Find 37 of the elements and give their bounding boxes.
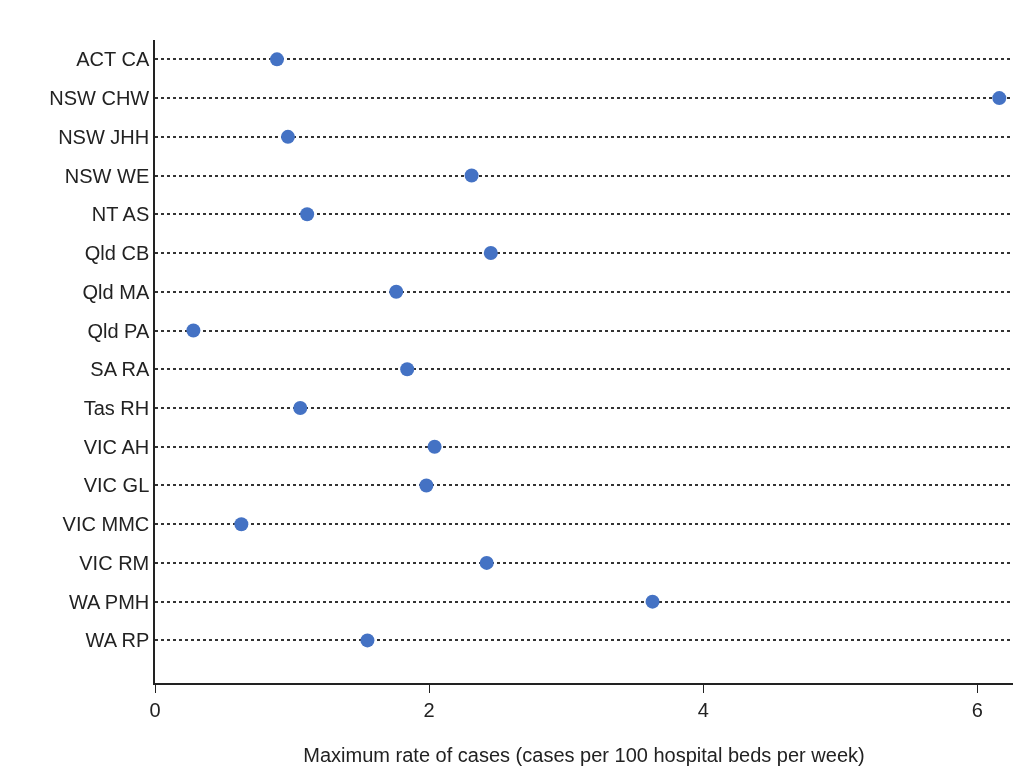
point — [389, 284, 404, 299]
point — [992, 91, 1007, 106]
point — [400, 362, 415, 377]
point — [427, 439, 442, 454]
point — [269, 52, 284, 67]
point — [479, 555, 494, 570]
y-tick-label: NSW WE — [64, 164, 150, 187]
y-tick-label: ACT CA — [76, 48, 150, 71]
x-axis-title: Maximum rate of cases (cases per 100 hospital beds per week) — [303, 743, 865, 766]
x-tick-label: 2 — [423, 698, 435, 721]
point — [186, 323, 201, 338]
point — [483, 246, 498, 261]
point — [300, 207, 315, 222]
point — [280, 129, 295, 144]
y-tick-label: VIC GL — [83, 474, 150, 497]
point — [360, 633, 375, 648]
y-tick-label: VIC MMC — [62, 513, 150, 536]
y-tick-label: SA RA — [90, 358, 150, 381]
point — [419, 478, 434, 493]
y-tick-label: WA RP — [85, 629, 150, 652]
y-tick-label: Qld MA — [82, 280, 150, 303]
point — [293, 400, 308, 415]
point — [464, 168, 479, 183]
y-tick-label: VIC RM — [79, 551, 150, 574]
y-tick-label: Qld PA — [87, 319, 150, 342]
point — [645, 594, 660, 609]
x-tick-label: 4 — [697, 698, 709, 721]
y-tick-label: VIC AH — [83, 435, 150, 458]
y-tick-label: NSW JHH — [58, 125, 150, 148]
x-tick-label: 0 — [149, 698, 161, 721]
y-tick-label: Tas RH — [83, 396, 150, 419]
y-tick-label: WA PMH — [68, 590, 150, 613]
x-tick-label: 6 — [971, 698, 983, 721]
y-tick-label: NSW CHW — [49, 87, 150, 110]
point — [234, 517, 249, 532]
y-tick-label: NT AS — [91, 203, 150, 226]
y-tick-label: Qld CB — [84, 242, 150, 265]
